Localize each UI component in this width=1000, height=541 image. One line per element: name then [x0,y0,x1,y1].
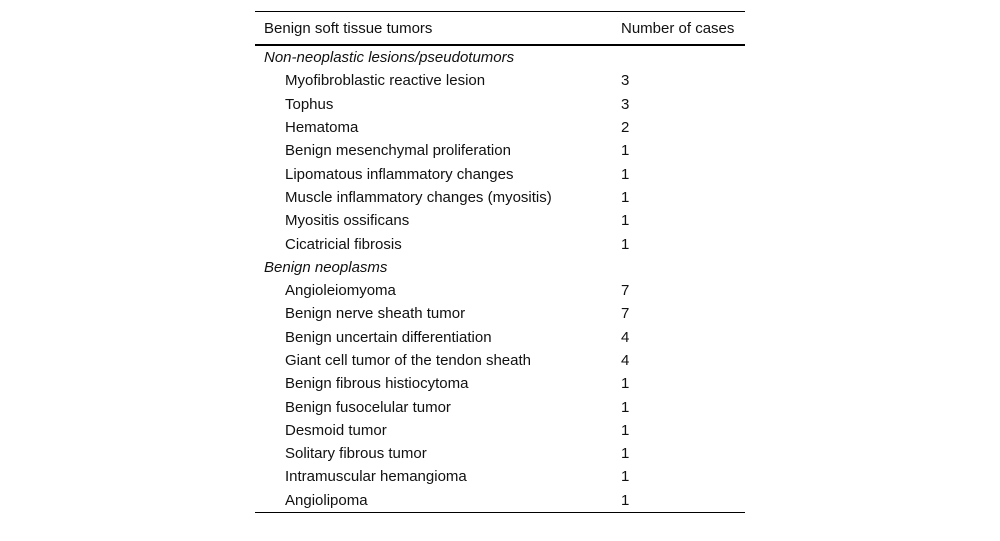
row-label: Tophus [285,95,334,113]
table-row: Desmoid tumor 1 [255,419,745,442]
row-label: Angioleiomyoma [285,282,396,300]
header-row: Benign soft tissue tumors Number of case… [255,11,745,46]
table-row: Intramuscular hemangioma 1 [255,465,745,488]
column-header-cases: Number of cases [621,11,745,46]
row-label: Muscle inflammatory changes (myositis) [285,188,552,206]
table-row: Tophus 3 [255,93,745,116]
table-row: Angioleiomyoma 7 [255,279,745,302]
table-row: Benign fusocelular tumor 1 [255,395,745,418]
row-value: 1 [621,445,630,463]
table-row: Myofibroblastic reactive lesion 3 [255,69,745,92]
row-label: Solitary fibrous tumor [285,445,427,463]
row-value: 1 [621,421,630,439]
row-label: Cicatricial fibrosis [285,235,402,253]
section-label: Benign neoplasms [264,258,388,276]
table-row: Benign uncertain differentiation 4 [255,326,745,349]
row-value: 1 [621,212,630,230]
section-row-benign-neoplasms: Benign neoplasms [255,256,745,279]
table-row: Benign mesenchymal proliferation 1 [255,139,745,162]
row-value: 1 [621,188,630,206]
table-row: Solitary fibrous tumor 1 [255,442,745,465]
section-row-non-neoplastic: Non-neoplastic lesions/pseudotumors [255,45,745,69]
column-header-tumors: Benign soft tissue tumors [255,11,621,46]
row-value: 1 [621,142,630,160]
row-value: 1 [621,491,630,509]
row-value: 1 [621,165,630,183]
table-row: Hematoma 2 [255,116,745,139]
row-value: 3 [621,72,630,90]
row-label: Myofibroblastic reactive lesion [285,72,486,90]
row-label: Myositis ossificans [285,212,410,230]
row-value: 3 [621,95,630,113]
table-row: Muscle inflammatory changes (myositis) 1 [255,186,745,209]
table-body: Non-neoplastic lesions/pseudotumors Myof… [255,45,745,512]
row-label: Benign mesenchymal proliferation [285,142,511,160]
row-label: Benign fusocelular tumor [285,398,451,416]
row-label: Benign uncertain differentiation [285,328,492,346]
row-label: Benign fibrous histiocytoma [285,375,469,393]
row-value: 4 [621,352,630,369]
row-label: Intramuscular hemangioma [285,468,467,486]
table-row: Benign fibrous histiocytoma 1 [255,372,745,395]
section-cases-empty [621,256,745,279]
table-row: Myositis ossificans 1 [255,209,745,232]
benign-soft-tissue-tumors-table: Benign soft tissue tumors Number of case… [255,11,745,513]
row-value: 1 [621,375,630,393]
section-cases-empty [621,45,745,69]
row-label: Giant cell tumor of the tendon sheath [285,352,531,369]
row-value: 4 [621,328,630,346]
table-row: Giant cell tumor of the tendon sheath 4 [255,349,745,372]
section-label: Non-neoplastic lesions/pseudotumors [264,49,515,67]
row-value: 1 [621,468,630,486]
table-row: Cicatricial fibrosis 1 [255,232,745,255]
row-label: Desmoid tumor [285,421,387,439]
table-row: Angiolipoma 1 [255,489,745,513]
table-header: Benign soft tissue tumors Number of case… [255,11,745,46]
table-container: Benign soft tissue tumors Number of case… [255,11,745,513]
row-label: Benign nerve sheath tumor [285,305,466,323]
row-value: 1 [621,235,630,253]
row-value: 7 [621,305,630,323]
row-label: Lipomatous inflammatory changes [285,165,514,183]
row-value: 2 [621,119,630,137]
row-label: Hematoma [285,119,359,137]
row-value: 1 [621,398,630,416]
row-label: Angiolipoma [285,491,368,509]
table-row: Benign nerve sheath tumor 7 [255,302,745,325]
row-value: 7 [621,282,630,300]
table-row: Lipomatous inflammatory changes 1 [255,162,745,185]
